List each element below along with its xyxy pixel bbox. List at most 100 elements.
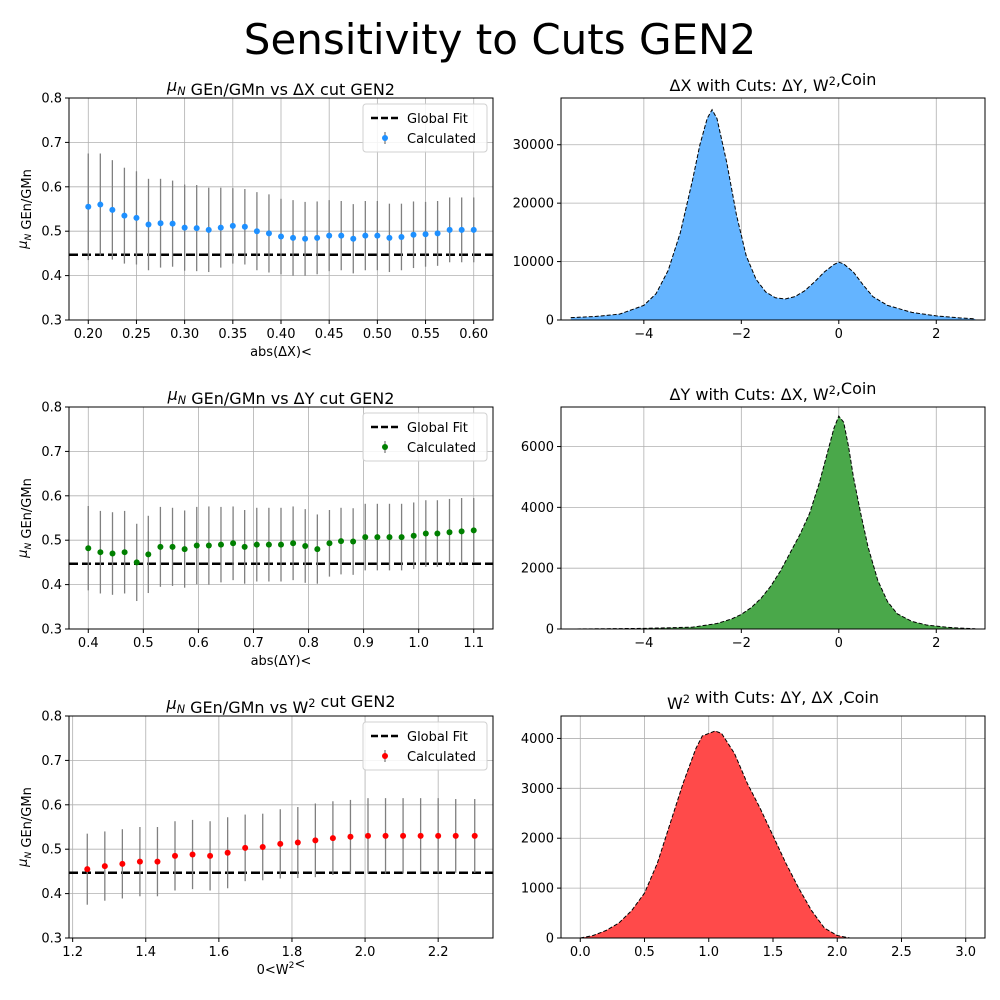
panel-title: μN GEn/GMn vs W2 cut GEN2 xyxy=(166,692,396,717)
data-point xyxy=(290,540,297,547)
y-axis-label: μN GEn/GMn xyxy=(16,787,35,868)
legend-calc-marker xyxy=(382,135,388,141)
x-tick-label: 3.0 xyxy=(955,945,976,960)
legend-fit-label: Global Fit xyxy=(407,730,468,745)
y-tick-label: 0.3 xyxy=(41,623,62,638)
data-point xyxy=(154,858,161,865)
data-point xyxy=(193,225,200,232)
data-point xyxy=(169,543,176,550)
axes-frame xyxy=(68,715,494,939)
data-point xyxy=(314,234,321,241)
data-point xyxy=(326,540,333,547)
y-tick-label: 2000 xyxy=(521,562,554,577)
y-tick-label: 0.5 xyxy=(41,225,62,240)
histogram-area xyxy=(570,109,976,321)
data-point xyxy=(189,851,196,858)
data-point xyxy=(422,530,429,537)
x-axis-label: abs(ΔX)< xyxy=(250,345,312,360)
y-tick-label: 0.6 xyxy=(41,798,62,813)
data-point xyxy=(181,546,188,553)
x-tick-label: 0.0 xyxy=(570,945,591,960)
x-axis-label: 0<W2< xyxy=(257,957,306,978)
data-point xyxy=(471,832,478,839)
panel-2: −4 −2 0 2 0 10000 20000 30000 ΔX with Cuts: ΔY, … xyxy=(513,70,986,342)
data-point xyxy=(338,538,345,545)
y-tick-label: 0 xyxy=(546,932,554,947)
data-point xyxy=(446,226,453,233)
data-point xyxy=(452,832,459,839)
x-tick-label: 0.50 xyxy=(363,327,392,342)
x-tick-label: 1.0 xyxy=(698,945,719,960)
legend-box xyxy=(362,412,488,462)
data-point xyxy=(470,527,477,534)
y-tick-label: 2000 xyxy=(521,832,554,847)
histogram-area xyxy=(570,416,976,629)
data-point xyxy=(314,546,321,553)
data-point xyxy=(386,534,393,541)
x-tick-label: 1.2 xyxy=(62,945,83,960)
y-axis-label: μN GEn/GMn xyxy=(16,169,35,250)
data-point xyxy=(121,549,128,556)
histogram-outline xyxy=(570,415,976,630)
x-tick-label: 0.60 xyxy=(459,327,488,342)
x-tick-label: 1.5 xyxy=(763,945,784,960)
data-point xyxy=(302,235,309,242)
y-tick-label: 0.3 xyxy=(41,932,62,947)
legend-calc-marker xyxy=(382,444,388,450)
histogram-area xyxy=(580,730,966,938)
data-point xyxy=(290,234,297,241)
panel-5: Global Fit Calculated 1.2 1.4 1.6 1.8 2.0 2.2 0.… xyxy=(16,692,494,978)
data-point xyxy=(302,542,309,549)
y-tick-label: 0.4 xyxy=(41,887,62,902)
y-tick-label: 0.5 xyxy=(41,843,62,858)
panel-title: μN GEn/GMn vs ΔY cut GEN2 xyxy=(167,385,395,408)
x-tick-label: 0.40 xyxy=(267,327,296,342)
data-point xyxy=(157,543,164,550)
y-tick-label: 0 xyxy=(546,623,554,638)
y-tick-label: 0.4 xyxy=(41,269,62,284)
axes-frame xyxy=(68,406,494,630)
data-point xyxy=(362,232,369,239)
data-point xyxy=(410,231,417,238)
data-point xyxy=(386,234,393,241)
y-tick-label: 0.8 xyxy=(41,710,62,725)
panel-3: Global Fit Calculated 0.4 0.5 0.6 0.7 0.8 0.9 1.… xyxy=(16,385,494,669)
x-tick-label: 0.55 xyxy=(411,327,440,342)
data-point xyxy=(205,226,212,233)
data-point xyxy=(277,840,284,847)
y-tick-label: 0.4 xyxy=(41,578,62,593)
data-point xyxy=(364,832,371,839)
y-tick-label: 4000 xyxy=(521,501,554,516)
figure-title: Sensitivity to Cuts GEN2 xyxy=(244,15,756,64)
y-tick-label: 20000 xyxy=(513,197,554,212)
x-tick-label: 0.35 xyxy=(218,327,247,342)
data-point xyxy=(157,220,164,227)
x-tick-label: 1.4 xyxy=(135,945,156,960)
data-point xyxy=(224,849,231,856)
axes-frame xyxy=(560,406,986,630)
y-tick-label: 0.5 xyxy=(41,534,62,549)
data-point xyxy=(434,530,441,537)
y-tick-label: 0.3 xyxy=(41,314,62,329)
y-axis-label: μN GEn/GMn xyxy=(16,478,35,559)
data-point xyxy=(109,550,116,557)
y-tick-label: 10000 xyxy=(513,255,554,270)
data-point xyxy=(458,528,465,535)
panel-6: 0.0 0.5 1.0 1.5 2.0 2.5 3.0 0 1000 2000 3000 4000 W2… xyxy=(521,688,986,960)
panel-title: μN GEn/GMn vs ΔX cut GEN2 xyxy=(166,76,395,99)
x-axis-label: abs(ΔY)< xyxy=(251,654,312,669)
legend-box xyxy=(362,721,488,771)
data-point xyxy=(434,230,441,237)
x-tick-label: −4 xyxy=(634,327,653,342)
x-tick-label: −2 xyxy=(732,327,751,342)
data-point xyxy=(133,214,140,221)
x-tick-label: 2.0 xyxy=(827,945,848,960)
x-tick-label: 0 xyxy=(835,327,843,342)
data-point xyxy=(145,551,152,558)
data-point xyxy=(362,534,369,541)
data-point xyxy=(84,866,91,873)
data-point xyxy=(417,832,424,839)
data-point xyxy=(470,226,477,233)
x-tick-label: 1.8 xyxy=(282,945,303,960)
